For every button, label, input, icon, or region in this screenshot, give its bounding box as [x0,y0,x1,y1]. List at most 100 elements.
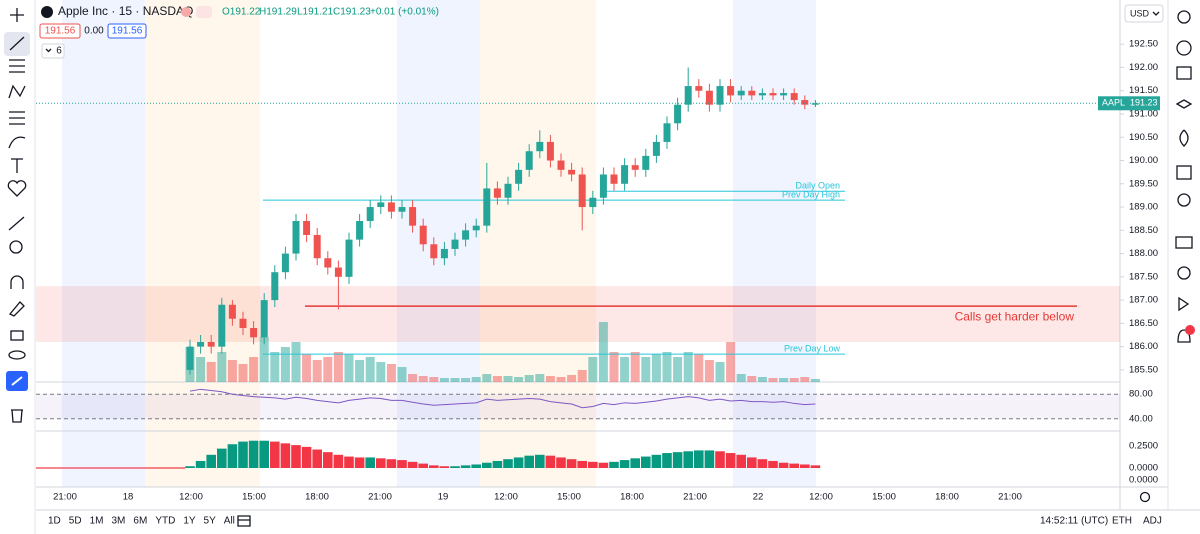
settings-icon[interactable] [1139,491,1151,503]
volume-bar [344,354,354,382]
volume-bar [227,360,237,382]
ohlc-low: L191.21 [297,7,334,18]
date-range-icon[interactable] [237,515,251,527]
timeframe-button[interactable]: YTD [155,516,175,527]
trash-tool[interactable] [11,409,23,423]
time-tick-label: 22 [753,492,764,503]
play-icon[interactable] [1178,296,1190,312]
pattern-tool[interactable] [8,84,26,99]
calendar-icon[interactable] [1176,165,1192,180]
adj-toggle[interactable]: ADJ [1143,516,1162,527]
volume-bar [694,354,704,382]
price-tick-label: 187.50 [1129,271,1158,282]
buy-badge[interactable] [107,23,147,39]
notifications-icon[interactable] [1177,329,1191,343]
time-tick-label: 12:00 [179,492,203,503]
zoom-tool[interactable] [9,240,23,254]
timeframe-button[interactable]: 1Y [183,516,196,527]
fib-tool[interactable] [9,59,25,73]
time-tick-label: 21:00 [683,492,707,503]
sell-badge[interactable] [39,23,81,39]
symbol-title[interactable]: Apple Inc · 15 · NASDAQ [58,4,193,18]
text-tool[interactable] [11,158,23,173]
hotlists-icon[interactable] [1179,129,1189,147]
visibility-tool[interactable] [8,350,26,360]
candle-body [409,207,417,226]
time-tick-label: 18 [123,492,134,503]
streams-icon[interactable] [1177,266,1191,280]
timeframe-button[interactable]: 5Y [204,516,217,527]
volume-bar [238,364,248,382]
prediction-tool[interactable] [9,111,25,125]
trendline-tool[interactable] [9,36,25,51]
ideas-icon[interactable] [1177,193,1191,207]
volume-bar [471,377,481,382]
rsi-line [189,388,816,409]
volume-bar [598,322,608,382]
candle-body [599,174,607,198]
osc-bar [672,452,683,468]
timeframe-button[interactable]: 3M [112,516,126,527]
timeframe-button[interactable]: All [224,516,235,527]
candle-body [705,90,713,105]
osc-bar [715,451,725,468]
price-tick-label: 189.50 [1129,178,1158,189]
currency: USD [1130,8,1150,18]
alerts-icon[interactable] [1177,10,1191,24]
candle-body [758,93,766,96]
rsi-tick-label: 40.00 [1129,413,1153,424]
osc-bar [641,456,651,468]
osc-baseline [36,467,185,469]
candle-body [313,234,321,259]
lock-tool[interactable] [10,330,24,341]
eth-toggle[interactable]: ETH [1112,516,1132,527]
favorites-tool[interactable] [7,180,27,197]
crosshair-tool[interactable] [10,8,24,22]
timeframe-button[interactable]: 1D [48,516,61,527]
osc-bar [280,443,291,468]
indicator-toggle[interactable] [41,43,65,59]
volume-bar [291,342,301,382]
volume-bar [503,376,513,382]
time-tick-label: 15:00 [872,492,896,503]
volume-bar [270,352,280,382]
price-tick-label: 187.00 [1129,295,1158,306]
currency-button[interactable] [1124,4,1164,23]
ruler-tool[interactable] [8,216,25,231]
candle-body [377,202,385,208]
right-toolbar [1175,10,1195,343]
price-tick-label: 189.00 [1129,202,1158,213]
candle-body [642,155,650,170]
candle-body [303,221,311,235]
osc-bar [577,460,587,468]
osc-bar [492,460,503,468]
candle-body [324,258,332,268]
osc-bar [810,465,821,468]
notes-icon[interactable] [1176,66,1192,80]
volume-bar [577,370,587,382]
volume-bar [439,378,449,382]
osc-bar [503,459,513,468]
volume-bar [206,362,216,382]
timeframe-button[interactable]: 5D [69,516,82,527]
time-tick-label: 21:00 [368,492,392,503]
price-tick-label: 192.00 [1129,62,1158,73]
volume-bar [588,357,598,382]
watchlist-icon[interactable] [1176,40,1192,56]
chat-icon[interactable] [1175,236,1193,249]
layers-icon[interactable] [1175,99,1193,109]
timeframe-button[interactable]: 1M [90,516,104,527]
price-tick-label: 191.00 [1129,109,1158,120]
magnet-tool[interactable] [10,275,24,289]
timeframe-button[interactable]: 6M [133,516,147,527]
chevron [1152,11,1160,16]
time-tick-label: 19 [438,492,449,503]
brush-tool[interactable] [8,136,26,149]
candle-body [769,93,777,96]
volume-bar [355,360,365,382]
stay-drawing-tool[interactable] [8,301,25,317]
volume-bar [662,352,672,382]
volume-bar [418,376,428,382]
osc-bar [609,461,619,468]
